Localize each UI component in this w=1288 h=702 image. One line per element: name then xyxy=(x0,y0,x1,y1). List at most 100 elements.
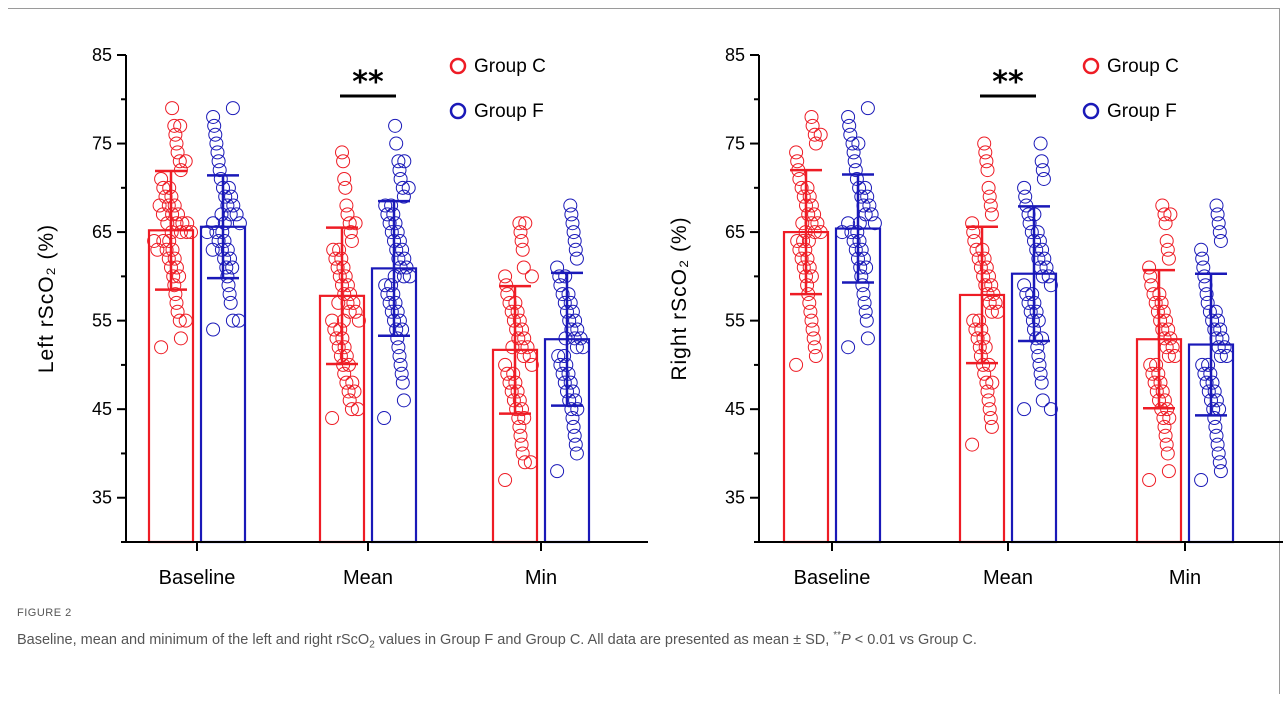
data-point xyxy=(156,180,171,195)
data-point xyxy=(843,127,858,142)
data-point xyxy=(1211,340,1226,355)
data-point xyxy=(1207,322,1222,337)
data-point xyxy=(169,260,184,275)
data-point xyxy=(841,340,856,355)
data-point xyxy=(796,189,811,204)
data-point xyxy=(173,118,188,133)
data-point xyxy=(159,242,174,257)
data-point xyxy=(223,295,238,310)
data-point xyxy=(842,118,857,133)
data-point xyxy=(390,331,405,346)
data-point xyxy=(551,349,566,364)
data-point xyxy=(1149,357,1164,372)
data-point xyxy=(347,384,362,399)
data-point xyxy=(806,331,821,346)
data-point xyxy=(342,216,357,231)
data-point xyxy=(804,313,819,328)
data-point xyxy=(220,269,235,284)
data-point xyxy=(165,101,180,116)
data-point xyxy=(211,233,226,248)
data-point xyxy=(1161,251,1176,266)
data-point xyxy=(325,411,340,426)
data-point xyxy=(1023,304,1038,319)
data-point xyxy=(513,225,528,240)
data-point xyxy=(977,136,992,151)
data-point xyxy=(514,437,529,452)
data-point xyxy=(512,313,527,328)
data-point xyxy=(1161,464,1176,479)
data-point xyxy=(860,189,875,204)
data-point xyxy=(162,180,177,195)
y-tick-label: 35 xyxy=(725,488,745,508)
data-point xyxy=(184,225,198,240)
data-point xyxy=(392,349,407,364)
data-point xyxy=(808,349,823,364)
data-point xyxy=(169,136,184,151)
legend-label: Group C xyxy=(1107,56,1179,77)
legend-marker xyxy=(1082,102,1100,120)
data-point xyxy=(512,393,527,408)
y-axis-label: Left rScO₂ (%) xyxy=(35,224,58,373)
data-point xyxy=(1201,384,1216,399)
data-point xyxy=(564,402,579,417)
data-point xyxy=(392,163,407,178)
data-point xyxy=(392,233,407,248)
series-group-f xyxy=(199,101,591,544)
data-point xyxy=(393,357,408,372)
data-point xyxy=(325,313,340,328)
data-point xyxy=(218,189,233,204)
data-point xyxy=(1031,349,1046,364)
data-point xyxy=(565,216,580,231)
data-point xyxy=(180,216,195,231)
data-point xyxy=(575,340,590,355)
data-point xyxy=(856,287,871,302)
data-point xyxy=(388,216,403,231)
data-point xyxy=(1144,278,1159,293)
data-point xyxy=(980,384,995,399)
data-point xyxy=(982,402,997,417)
data-point xyxy=(558,269,573,284)
data-point xyxy=(976,331,991,346)
data-point xyxy=(978,145,993,160)
data-point xyxy=(378,198,393,213)
data-point xyxy=(384,278,399,293)
y-tick-label: 65 xyxy=(725,222,745,242)
data-point xyxy=(790,233,805,248)
data-point xyxy=(1207,411,1222,426)
data-point xyxy=(805,118,820,133)
data-point xyxy=(557,375,572,390)
data-point xyxy=(214,207,229,222)
data-point xyxy=(340,278,355,293)
data-point xyxy=(395,242,410,257)
data-point xyxy=(1210,207,1225,222)
data-point xyxy=(167,251,182,266)
data-point xyxy=(848,163,863,178)
data-point xyxy=(1036,171,1051,186)
data-point xyxy=(1142,473,1157,488)
data-point xyxy=(1217,340,1232,355)
data-point xyxy=(160,216,175,231)
data-point xyxy=(990,304,1005,319)
y-tick-label: 45 xyxy=(725,399,745,419)
data-point xyxy=(984,419,999,434)
data-point xyxy=(512,216,527,231)
chart-right-rsco2: 35 45 55 65 75 85 Baseline Mean Min Right rScO₂ (… xyxy=(668,45,1283,589)
data-point xyxy=(1032,233,1047,248)
data-point xyxy=(981,393,996,408)
data-point xyxy=(523,455,538,470)
data-point xyxy=(1019,287,1034,302)
data-point xyxy=(985,375,1000,390)
data-point xyxy=(498,473,513,488)
data-point xyxy=(803,304,818,319)
data-point xyxy=(813,225,828,240)
data-point xyxy=(338,269,353,284)
data-point xyxy=(807,127,822,142)
data-point xyxy=(1210,437,1225,452)
y-axis-label: Right rScO₂ (%) xyxy=(668,216,691,380)
data-point xyxy=(790,154,805,169)
data-point xyxy=(178,154,193,169)
data-point xyxy=(517,455,532,470)
data-point xyxy=(380,207,395,222)
data-point xyxy=(568,242,583,257)
data-point xyxy=(971,251,986,266)
